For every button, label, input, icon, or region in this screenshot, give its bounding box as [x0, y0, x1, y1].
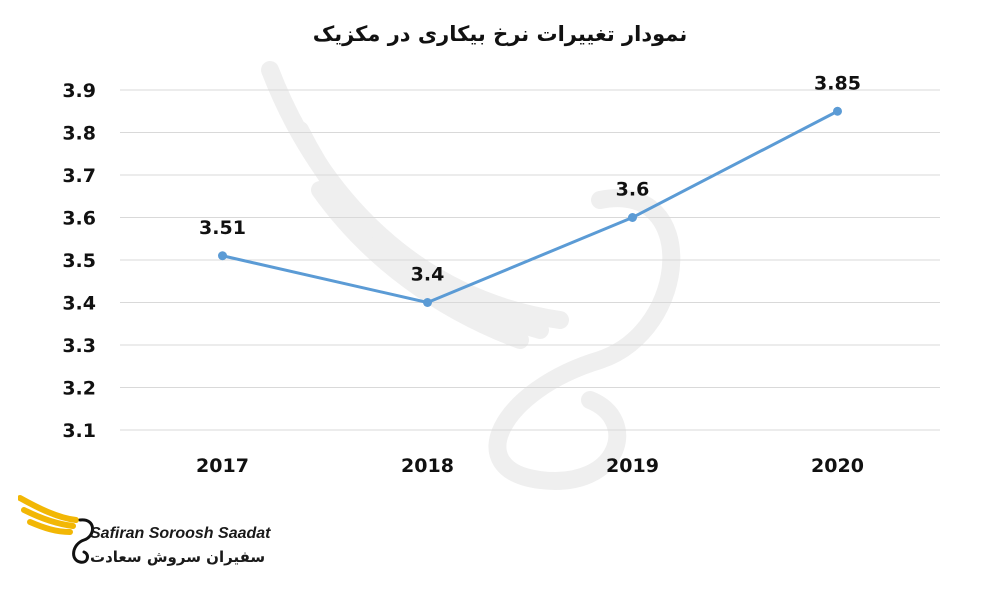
company-logo: Safiran Soroosh Saadat سفیران سروش سعادت [18, 490, 318, 580]
y-tick-label: 3.2 [62, 378, 96, 400]
data-point [628, 213, 637, 222]
y-tick-label: 3.8 [62, 123, 96, 145]
data-label: 3.85 [814, 72, 861, 94]
logo-text-fa: سفیران سروش سعادت [90, 548, 266, 566]
data-point [833, 106, 842, 116]
data-point [218, 251, 227, 261]
x-tick-label: 2017 [196, 455, 249, 477]
y-tick-label: 3.5 [62, 250, 96, 272]
wing-swan-logo-icon [18, 495, 94, 564]
data-label: 3.4 [411, 264, 445, 286]
logo-text-en: Safiran Soroosh Saadat [90, 525, 271, 542]
x-tick-label: 2018 [401, 455, 454, 477]
y-tick-label: 3.7 [62, 165, 96, 187]
x-tick-label: 2020 [811, 455, 864, 477]
y-tick-label: 3.6 [62, 208, 96, 230]
y-tick-label: 3.4 [62, 293, 96, 315]
data-label: 3.6 [616, 179, 650, 201]
wing-swan-watermark-icon [261, 61, 681, 490]
y-tick-label: 3.1 [62, 420, 96, 442]
series-line [222, 109, 839, 304]
y-tick-label: 3.9 [62, 80, 96, 102]
y-tick-label: 3.3 [62, 335, 96, 357]
data-point [423, 298, 432, 307]
data-label: 3.51 [199, 217, 246, 239]
x-tick-label: 2019 [606, 455, 659, 477]
chart-title: نمودار تغییرات نرخ بیکاری در مکزیک [312, 22, 688, 46]
